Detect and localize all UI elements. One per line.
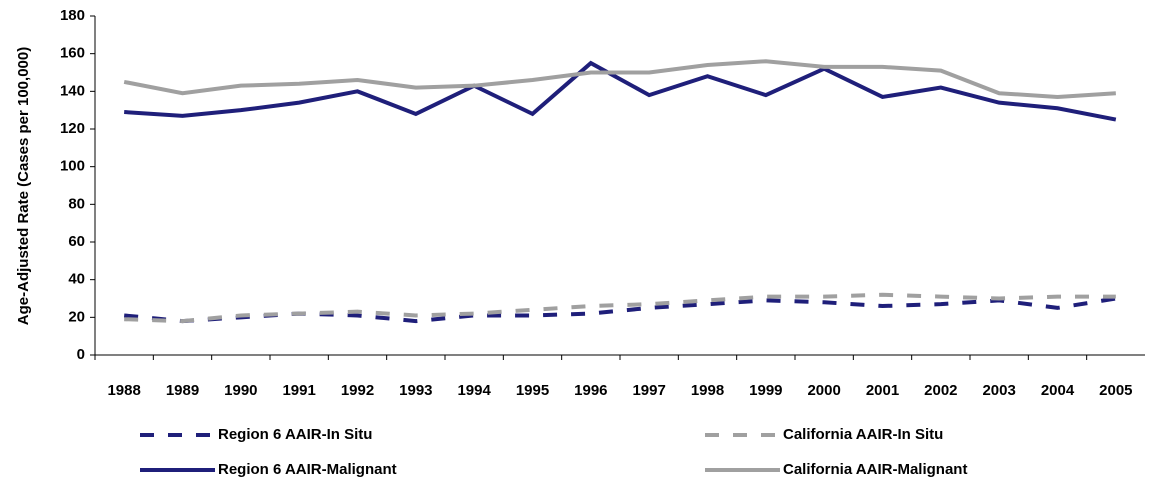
x-tick-label: 1993	[399, 382, 432, 399]
x-tick-label: 2003	[982, 382, 1015, 399]
x-tick-label: 2004	[1041, 382, 1075, 399]
y-tick-label: 180	[60, 7, 85, 24]
x-tick-label: 1999	[749, 382, 782, 399]
x-tick-label: 1991	[282, 382, 315, 399]
y-tick-label: 0	[77, 346, 85, 363]
y-axis-label: Age-Adjusted Rate (Cases per 100,000)	[15, 47, 32, 325]
x-tick-label: 2001	[866, 382, 899, 399]
y-tick-label: 120	[60, 120, 85, 137]
series-line	[124, 60, 1117, 122]
y-tick-label: 160	[60, 45, 85, 62]
y-tick-label: 40	[68, 271, 85, 288]
x-tick-label: 1997	[632, 382, 665, 399]
y-tick-label: 100	[60, 158, 85, 175]
x-tick-label: 2002	[924, 382, 957, 399]
x-tick-label: 1988	[107, 382, 140, 399]
x-tick-label: 1990	[224, 382, 257, 399]
y-tick-label: 80	[68, 195, 85, 212]
x-tick-label: 2000	[807, 382, 840, 399]
x-tick-label: 1992	[341, 382, 374, 399]
x-tick-label: 1989	[166, 382, 199, 399]
x-tick-label: 1996	[574, 382, 607, 399]
x-tick-label: 2005	[1099, 382, 1132, 399]
legend-label: California AAIR-Malignant	[783, 461, 967, 478]
x-tick-label: 1995	[516, 382, 549, 399]
y-tick-label: 60	[68, 233, 85, 250]
x-tick-label: 1994	[457, 382, 491, 399]
y-tick-label: 20	[68, 308, 85, 325]
series-line	[123, 59, 1116, 99]
y-tick-label: 140	[60, 82, 85, 99]
legend-label: Region 6 AAIR-In Situ	[218, 426, 372, 443]
x-tick-label: 1998	[691, 382, 724, 399]
legend-label: California AAIR-In Situ	[783, 426, 943, 443]
series-line	[123, 296, 1117, 324]
legend-label: Region 6 AAIR-Malignant	[218, 461, 397, 478]
